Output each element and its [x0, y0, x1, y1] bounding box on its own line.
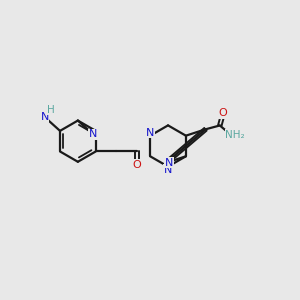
Text: N: N: [40, 112, 49, 122]
Text: H: H: [47, 105, 55, 115]
Text: N: N: [89, 129, 98, 139]
Text: O: O: [133, 160, 141, 170]
Text: O: O: [219, 108, 227, 118]
Text: N: N: [164, 164, 172, 175]
Text: N: N: [146, 128, 154, 138]
Text: NH₂: NH₂: [226, 130, 245, 140]
Text: N: N: [165, 158, 173, 168]
